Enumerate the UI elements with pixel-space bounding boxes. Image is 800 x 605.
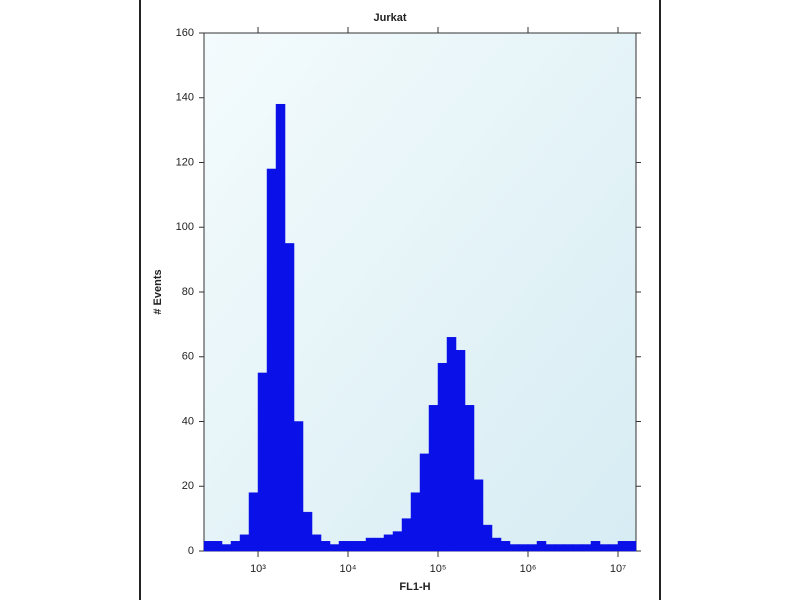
bar [311,534,322,552]
bar [626,541,637,552]
bar [203,541,214,552]
bar [599,544,610,552]
bar [572,544,583,552]
x-tick-label: 10⁵ [430,563,447,575]
bar [374,537,385,552]
y-tick-label: 120 [176,156,194,168]
bar [410,492,421,552]
x-tick-label: 10⁴ [340,563,357,575]
bar [428,405,439,552]
bar [419,453,430,552]
bar [455,350,466,552]
bar [257,372,268,552]
bar [563,544,574,552]
bar [221,544,232,552]
y-tick-label: 20 [182,480,194,492]
bar [248,492,259,552]
bar [383,534,394,552]
bar [446,337,457,552]
bar [365,537,376,552]
y-tick-label: 140 [176,92,194,104]
bar [527,544,538,552]
bar [329,544,340,552]
bar [554,544,565,552]
bar [356,541,367,552]
bar [401,518,412,552]
x-axis-label: FL1-H [399,581,430,593]
bar [230,541,241,552]
bar [320,541,331,552]
bar [608,544,619,552]
bar [473,479,484,552]
bar [347,541,358,552]
y-tick-label: 80 [182,286,194,298]
y-tick-label: 0 [188,545,194,557]
bar [212,541,223,552]
bar [482,524,493,552]
bar [392,531,403,552]
y-tick-label: 60 [182,351,194,363]
bar [617,541,628,552]
bar [518,544,529,552]
chart-title: Jurkat [373,12,406,24]
y-tick-label: 100 [176,221,194,233]
y-tick-label: 40 [182,415,194,427]
bar [284,243,295,552]
bar [302,511,313,552]
bar [500,541,511,552]
x-tick-label: 10⁶ [520,563,537,575]
bar [536,541,547,552]
bar [239,534,250,552]
bar [590,541,601,552]
bar [464,405,475,552]
y-tick-label: 160 [176,27,194,39]
bar [437,362,448,552]
bar [275,103,286,552]
bar [509,544,520,552]
x-tick-label: 10⁷ [610,563,626,575]
bar [338,541,349,552]
y-axis-label: # Events [152,269,164,314]
bar [293,421,304,552]
bar [545,544,556,552]
bar [266,168,277,552]
bar [581,544,592,552]
x-tick-label: 10³ [250,563,266,575]
bar [491,537,502,552]
